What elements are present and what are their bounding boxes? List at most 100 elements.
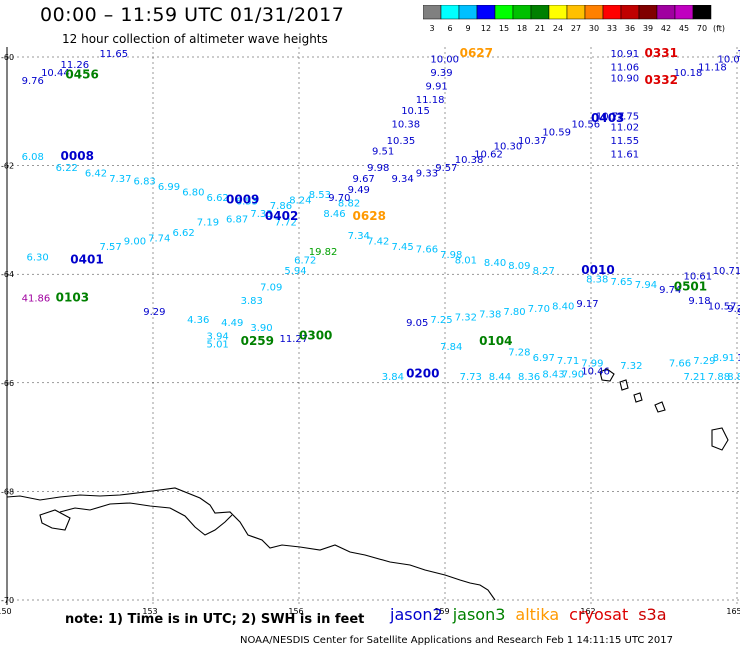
wave-height-value: 8.36 xyxy=(518,372,540,383)
pass-time-label: 0627 xyxy=(460,46,493,60)
pass-time-label: 0010 xyxy=(581,263,614,277)
wave-height-value: 7.70 xyxy=(528,304,550,315)
y-tick-label: -64 xyxy=(1,270,14,279)
wave-height-value: 7.32 xyxy=(455,312,477,323)
pass-time-label: 0628 xyxy=(353,209,386,223)
pass-time-label: 0402 xyxy=(265,209,298,223)
wave-height-value: 9.33 xyxy=(416,168,438,179)
y-tick-label: -66 xyxy=(1,379,14,388)
axis-labels: 150 153 156 159 162 165 -60 -62 -64 -66 -68 -70 xyxy=(0,53,740,616)
wave-height-value: 7.29 xyxy=(693,356,715,367)
wave-height-value: 7.88 xyxy=(708,372,730,383)
wave-height-value: 7.19 xyxy=(197,217,219,228)
wave-height-value: 7.66 xyxy=(669,359,691,370)
wave-height-value: 9.70 xyxy=(328,193,350,204)
pass-time-label: 0009 xyxy=(226,193,259,207)
page-subtitle: 12 hour collection of altimeter wave hei… xyxy=(62,32,328,46)
wave-height-value: 7.21 xyxy=(683,372,705,383)
satellite-legend-item: altika xyxy=(515,605,560,624)
wave-height-value: 11.27 xyxy=(280,334,309,345)
color-swatch xyxy=(692,5,712,20)
wave-height-value: 5.01 xyxy=(207,340,229,351)
wave-height-value: 8.43 xyxy=(542,369,564,380)
pass-time-label: 0401 xyxy=(70,252,103,266)
wave-height-value: 9.25 xyxy=(737,307,740,318)
note-text: note: 1) Time is in UTC; 2) SWH is in fe… xyxy=(65,612,365,627)
pass-time-label: 0104 xyxy=(479,334,512,348)
wave-height-value: 7.32 xyxy=(620,361,642,372)
wave-height-value: 8.82 xyxy=(338,198,360,209)
wave-height-value: 7.71 xyxy=(557,356,579,367)
wave-height-value: 10.61 xyxy=(683,272,712,283)
wave-height-value: 7.37 xyxy=(109,174,131,185)
wave-height-value: 8.46 xyxy=(323,209,345,220)
antarctic-coastline xyxy=(6,368,729,601)
wave-height-value: 6.97 xyxy=(533,353,555,364)
wave-height-value: 11.61 xyxy=(610,149,639,160)
wave-height-value: 10.90 xyxy=(610,73,639,84)
wave-height-value: 6.22 xyxy=(56,163,78,174)
wave-height-value: 7.84 xyxy=(440,342,462,353)
wave-height-value: 7.34 xyxy=(348,231,370,242)
wave-height-value: 7.94 xyxy=(635,280,657,291)
color-scale-legend: 3 6 9 12 15 18 21 24 27 30 33 36 39 42 45 70 (ft) xyxy=(423,5,725,33)
credit-text: NOAA/NESDIS Center for Satellite Applica… xyxy=(240,635,673,646)
color-scale-tick: 15 xyxy=(499,24,509,33)
wave-height-value: 11.18 xyxy=(416,95,445,106)
wave-height-value: 3.83 xyxy=(241,296,263,307)
wave-height-value: 3.94 xyxy=(207,331,229,342)
wave-height-value: 6.80 xyxy=(182,187,204,198)
wave-height-value: 10.91 xyxy=(610,49,639,60)
wave-height-value: 8.81 xyxy=(727,372,740,383)
color-scale-tick: 45 xyxy=(679,24,689,33)
wave-height-value: 9.18 xyxy=(688,296,710,307)
wave-height-value: 19.82 xyxy=(309,247,338,258)
wave-height-value: 10.25 xyxy=(737,353,740,364)
wave-height-value: 8.53 xyxy=(309,190,331,201)
pass-time-label: 0332 xyxy=(645,73,678,87)
wave-height-value: 9.29 xyxy=(143,307,165,318)
pass-time-label: 0300 xyxy=(299,328,332,342)
wave-height-value: 6.83 xyxy=(134,177,156,188)
wave-height-value: 4.36 xyxy=(187,315,209,326)
wave-height-value: 9.39 xyxy=(430,68,452,79)
wave-height-value: 6.53 xyxy=(236,197,258,208)
wave-height-value: 6.87 xyxy=(226,215,248,226)
page-title: 00:00 – 11:59 UTC 01/31/2017 xyxy=(40,4,345,26)
wave-height-value: 11.02 xyxy=(610,122,639,133)
wave-height-value: 6.30 xyxy=(26,253,48,264)
wave-height-value: 10.62 xyxy=(474,149,503,160)
wave-height-value: 7.73 xyxy=(460,372,482,383)
wave-height-value: 7.33 xyxy=(250,209,272,220)
wave-height-value: 7.72 xyxy=(275,217,297,228)
wave-height-value: 9.51 xyxy=(372,147,394,158)
wave-height-value: 9.00 xyxy=(124,236,146,247)
wave-height-value: 9.29 xyxy=(727,304,740,315)
color-scale-tick: 30 xyxy=(589,24,599,33)
wave-height-value: 10.57 xyxy=(708,301,737,312)
x-tick-label: 165 xyxy=(726,607,740,616)
wave-height-value: 10.09 xyxy=(718,54,740,65)
wave-height-value: 10.30 xyxy=(494,141,523,152)
wave-height-value: 9.91 xyxy=(426,82,448,93)
wave-height-value: 6.62 xyxy=(172,228,194,239)
wave-height-value: 10.59 xyxy=(542,128,571,139)
wave-height-value: 7.66 xyxy=(416,244,438,255)
color-scale-tick: 33 xyxy=(607,24,617,33)
wave-height-value: 10.38 xyxy=(391,120,420,131)
wave-height-value: 11.18 xyxy=(698,63,727,74)
wave-height-value: 10.35 xyxy=(387,136,416,147)
color-scale-tick: 39 xyxy=(643,24,653,33)
wave-height-value: 10.46 xyxy=(581,367,610,378)
wave-height-value: 9.05 xyxy=(406,318,428,329)
wave-height-value: 6.08 xyxy=(22,152,44,163)
color-scale-tick: 70 xyxy=(697,24,707,33)
wave-height-value: 10.37 xyxy=(518,136,547,147)
wave-height-value: 7.98 xyxy=(440,250,462,261)
wave-height-value: 8.01 xyxy=(455,255,477,266)
wave-height-value: 11.65 xyxy=(99,49,128,60)
wave-height-value: 10.44 xyxy=(41,68,70,79)
y-tick-label: -70 xyxy=(1,596,14,605)
wave-height-value: 7.74 xyxy=(148,234,170,245)
